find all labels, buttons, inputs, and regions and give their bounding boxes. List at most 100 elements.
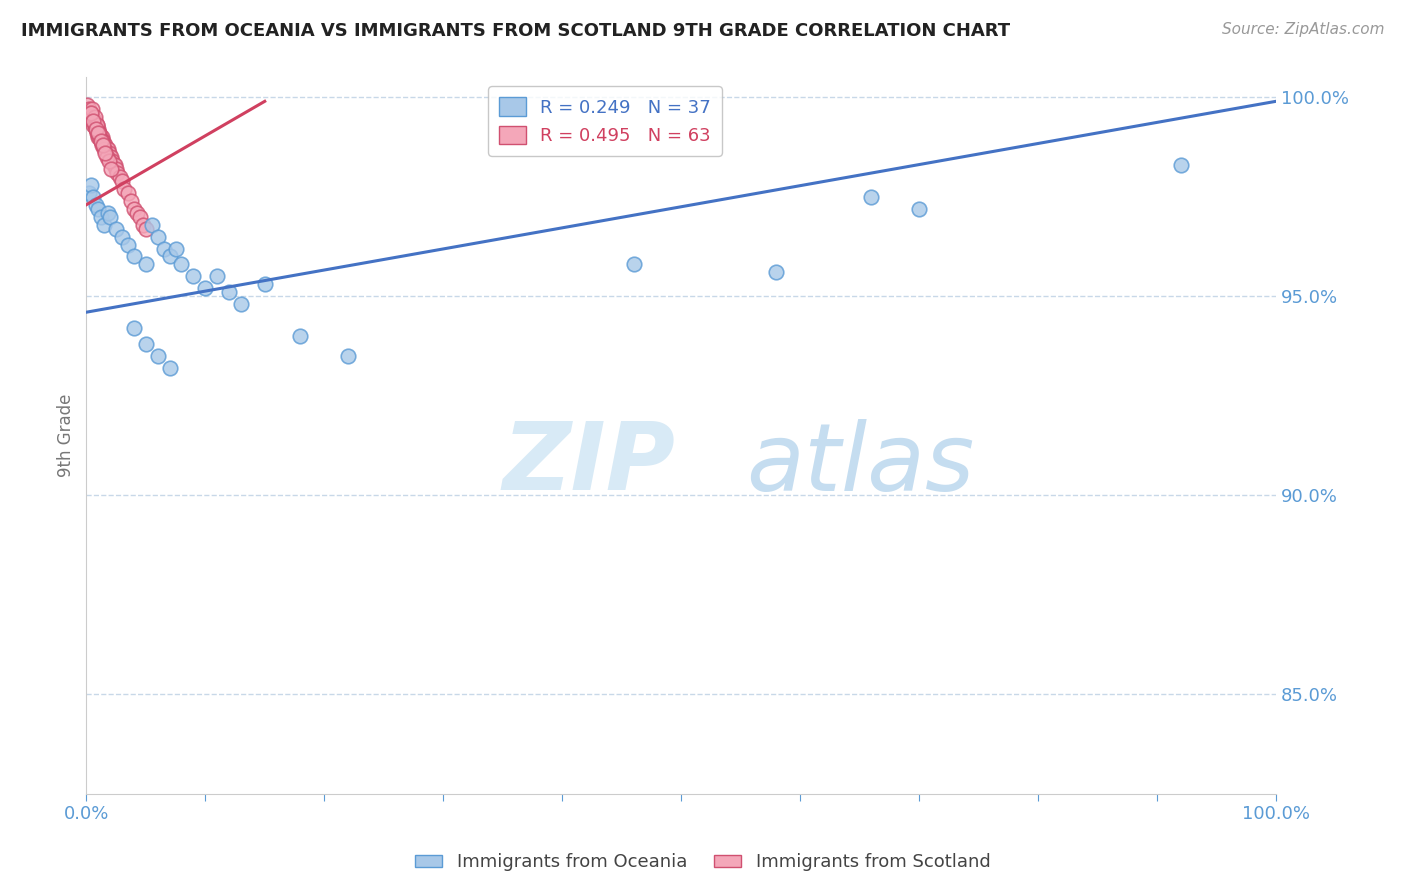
Point: [83, 114, 105, 128]
Point: [117, 237, 139, 252]
Point: [89, 130, 111, 145]
Point: [86, 118, 108, 132]
Point: [89, 126, 111, 140]
Point: [108, 169, 131, 184]
Point: [229, 297, 252, 311]
Point: [90, 210, 112, 224]
Point: [82, 118, 104, 132]
Point: [90, 134, 112, 148]
Point: [105, 221, 128, 235]
Point: [205, 269, 228, 284]
Point: [141, 218, 163, 232]
Point: [80, 110, 103, 124]
Point: [82, 114, 104, 128]
Point: [77, 103, 100, 117]
Point: [84, 118, 107, 132]
Point: [908, 202, 931, 216]
Point: [98, 150, 121, 164]
Point: [860, 190, 883, 204]
Point: [253, 277, 276, 292]
Point: [97, 153, 120, 168]
Point: [94, 138, 117, 153]
Point: [87, 202, 110, 216]
Point: [97, 146, 120, 161]
Point: [623, 257, 645, 271]
Point: [159, 360, 181, 375]
Text: Source: ZipAtlas.com: Source: ZipAtlas.com: [1222, 22, 1385, 37]
Text: atlas: atlas: [747, 418, 974, 509]
Point: [96, 150, 118, 164]
Point: [1170, 158, 1192, 172]
Point: [218, 285, 240, 300]
Point: [76, 98, 98, 112]
Point: [146, 349, 169, 363]
Point: [77, 186, 100, 200]
Point: [165, 242, 187, 256]
Point: [159, 250, 181, 264]
Point: [82, 114, 104, 128]
Point: [128, 210, 150, 224]
Point: [117, 186, 139, 200]
Point: [80, 178, 103, 192]
Point: [93, 138, 115, 153]
Point: [337, 349, 360, 363]
Point: [194, 281, 217, 295]
Point: [83, 110, 105, 124]
Point: [104, 158, 127, 172]
Point: [79, 106, 101, 120]
Point: [135, 337, 157, 351]
Point: [82, 114, 104, 128]
Point: [84, 198, 107, 212]
Point: [80, 106, 103, 120]
Point: [96, 142, 118, 156]
Point: [170, 257, 193, 271]
Point: [93, 142, 115, 156]
Point: [93, 218, 115, 232]
Point: [105, 161, 128, 176]
Point: [132, 218, 155, 232]
Point: [765, 265, 787, 279]
Point: [80, 106, 103, 120]
Text: IMMIGRANTS FROM OCEANIA VS IMMIGRANTS FROM SCOTLAND 9TH GRADE CORRELATION CHART: IMMIGRANTS FROM OCEANIA VS IMMIGRANTS FR…: [21, 22, 1011, 40]
Point: [97, 142, 120, 156]
Point: [152, 242, 174, 256]
Point: [84, 122, 107, 136]
Y-axis label: 9th Grade: 9th Grade: [58, 394, 75, 477]
Point: [90, 134, 112, 148]
Point: [90, 134, 112, 148]
Point: [82, 103, 104, 117]
Point: [83, 118, 105, 132]
Point: [79, 106, 101, 120]
Point: [82, 110, 104, 124]
Point: [89, 126, 111, 140]
Legend: Immigrants from Oceania, Immigrants from Scotland: Immigrants from Oceania, Immigrants from…: [408, 847, 998, 879]
Point: [122, 321, 145, 335]
Point: [135, 221, 157, 235]
Point: [91, 138, 114, 153]
Point: [82, 190, 104, 204]
Point: [121, 194, 143, 208]
Point: [290, 329, 312, 343]
Point: [111, 229, 134, 244]
Point: [97, 205, 120, 219]
Text: ZIP: ZIP: [503, 418, 675, 510]
Point: [86, 126, 108, 140]
Legend: R = 0.249   N = 37, R = 0.495   N = 63: R = 0.249 N = 37, R = 0.495 N = 63: [488, 87, 721, 156]
Point: [122, 250, 145, 264]
Point: [146, 229, 169, 244]
Point: [87, 130, 110, 145]
Point: [84, 122, 107, 136]
Point: [87, 126, 110, 140]
Point: [100, 150, 122, 164]
Point: [112, 182, 135, 196]
Point: [87, 122, 110, 136]
Point: [103, 158, 125, 172]
Point: [101, 153, 124, 168]
Point: [100, 161, 122, 176]
Point: [111, 174, 134, 188]
Point: [105, 166, 128, 180]
Point: [90, 130, 112, 145]
Point: [122, 202, 145, 216]
Point: [86, 118, 108, 132]
Point: [183, 269, 205, 284]
